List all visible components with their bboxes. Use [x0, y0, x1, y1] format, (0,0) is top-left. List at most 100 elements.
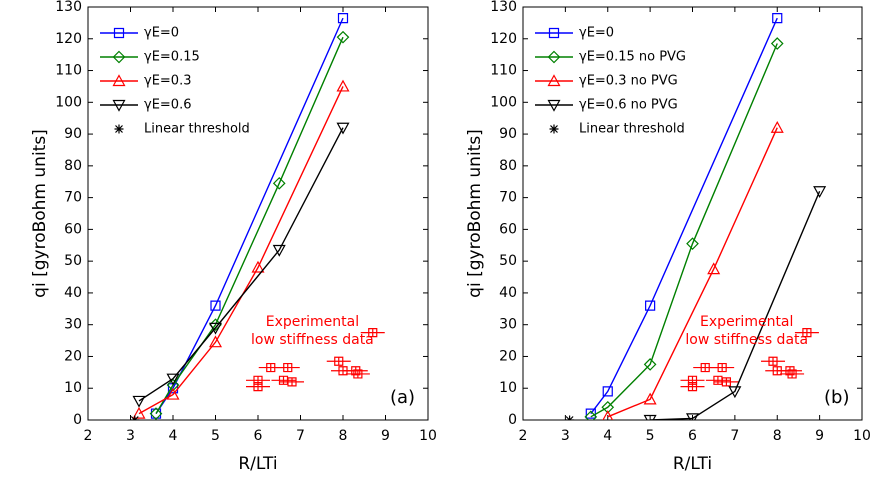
experimental-marker	[710, 362, 735, 373]
y-tick-label: 90	[64, 126, 82, 142]
experimental-point	[345, 369, 370, 379]
marker	[166, 378, 180, 392]
x-tick-label: 7	[296, 428, 305, 444]
x-tick-label: 2	[519, 428, 528, 444]
marker	[686, 237, 699, 251]
experimental-marker	[246, 375, 270, 385]
experimental-point	[714, 377, 739, 387]
series-line	[138, 127, 344, 402]
series-line	[650, 190, 821, 420]
y-tick-label: 70	[64, 190, 82, 206]
series-line	[155, 36, 344, 415]
marker	[547, 99, 561, 112]
series-line	[590, 17, 778, 415]
y-tick-label: 40	[64, 285, 82, 301]
marker	[602, 386, 613, 397]
y-tick-label: 30	[499, 317, 517, 333]
annotation: Experimental low stiffness data	[251, 314, 374, 348]
y-tick-label: 60	[64, 221, 82, 237]
legend-label: γE=0	[144, 26, 179, 41]
marker	[547, 74, 561, 87]
marker	[728, 386, 742, 399]
x-tick-label: 5	[646, 428, 655, 444]
x-tick-label: 9	[381, 428, 390, 444]
legend-label: γE=0	[579, 26, 614, 41]
marker	[112, 99, 126, 112]
marker	[645, 300, 656, 311]
x-axis-label: R/LTi	[238, 454, 277, 474]
legend-label: Linear threshold	[579, 122, 685, 137]
y-tick-label: 120	[490, 31, 517, 47]
experimental-marker	[761, 356, 786, 366]
marker	[549, 124, 559, 134]
marker	[166, 387, 180, 400]
marker	[210, 300, 221, 311]
x-tick-label: 10	[853, 428, 871, 444]
experimental-point	[780, 369, 805, 379]
x-tick-label: 4	[169, 428, 178, 444]
experimental-marker	[326, 356, 351, 366]
series-line	[607, 127, 778, 418]
y-tick-label: 20	[64, 348, 82, 364]
marker	[643, 414, 657, 420]
marker	[547, 50, 561, 64]
y-tick-label: 110	[55, 63, 82, 79]
marker	[772, 13, 783, 24]
marker	[643, 392, 657, 405]
experimental-point	[761, 356, 786, 366]
x-tick-label: 8	[773, 428, 782, 444]
plot-area	[522, 6, 863, 421]
plot-content	[130, 13, 385, 420]
y-tick-label: 90	[499, 126, 517, 142]
experimental-marker	[680, 375, 705, 385]
y-tick-label: 120	[55, 31, 82, 47]
experimental-point	[360, 328, 385, 338]
marker	[565, 415, 575, 420]
marker	[114, 124, 124, 134]
legend-label: γE=0.3 no PVG	[579, 74, 678, 89]
y-tick-label: 110	[490, 63, 517, 79]
panel-label: (b)	[824, 387, 849, 408]
marker	[113, 27, 125, 39]
marker	[166, 373, 180, 386]
marker	[272, 176, 286, 190]
x-tick-label: 5	[211, 428, 220, 444]
x-tick-label: 4	[603, 428, 612, 444]
y-tick-label: 0	[508, 412, 517, 428]
x-tick-label: 9	[815, 428, 824, 444]
experimental-marker	[275, 362, 300, 373]
marker	[643, 358, 657, 371]
y-tick-label: 130	[55, 0, 82, 15]
x-axis-label: R/LTi	[673, 454, 712, 474]
marker	[112, 74, 126, 87]
y-tick-label: 10	[64, 380, 82, 396]
experimental-point	[275, 362, 300, 373]
series-line	[138, 86, 344, 415]
x-tick-label: 6	[254, 428, 263, 444]
y-tick-label: 80	[64, 158, 82, 174]
legend-label: γE=0.3	[144, 74, 191, 89]
marker	[336, 30, 350, 44]
marker	[208, 335, 223, 348]
y-tick-label: 40	[499, 285, 517, 301]
y-axis-label: qi [gyroBohm units]	[30, 129, 50, 298]
marker	[112, 50, 126, 64]
experimental-point	[794, 328, 819, 338]
marker	[770, 37, 784, 50]
marker	[336, 79, 350, 92]
marker	[770, 120, 784, 133]
y-tick-label: 20	[499, 348, 517, 364]
marker	[130, 415, 140, 420]
y-tick-label: 100	[55, 94, 82, 110]
x-tick-label: 3	[561, 428, 570, 444]
marker	[548, 27, 560, 39]
annotation: Experimental low stiffness data	[685, 314, 808, 348]
experimental-marker	[360, 328, 385, 338]
x-tick-label: 8	[339, 428, 348, 444]
marker	[149, 407, 163, 420]
y-tick-label: 80	[499, 158, 517, 174]
marker	[272, 244, 286, 257]
experimental-point	[680, 375, 705, 385]
marker	[132, 406, 146, 419]
